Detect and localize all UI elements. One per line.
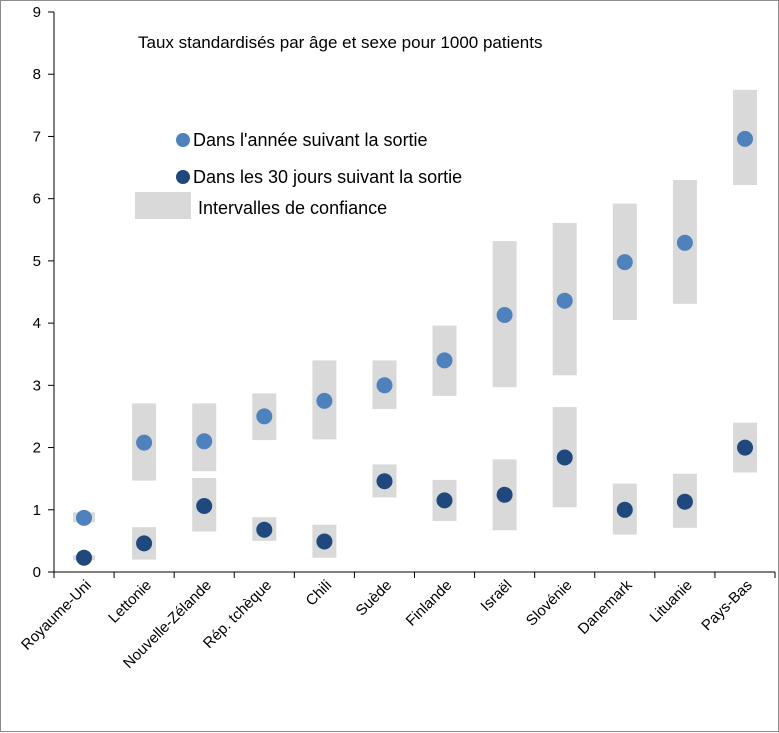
- x-tick-label: Chili: [303, 577, 336, 610]
- y-tick-label: 5: [33, 253, 41, 270]
- legend-marker-30days: [176, 170, 190, 184]
- x-tick-label: Danemark: [575, 576, 636, 637]
- point-s0-10: [676, 234, 693, 251]
- point-s0-7: [496, 307, 513, 323]
- point-s1-2: [196, 498, 213, 514]
- point-s0-2: [196, 433, 213, 450]
- point-s0-6: [436, 352, 453, 369]
- point-s1-3: [256, 521, 273, 538]
- point-s1-4: [316, 533, 333, 550]
- point-s1-7: [496, 486, 513, 503]
- legend-label-30days: Dans les 30 jours suivant la sortie: [193, 167, 462, 187]
- x-tick-label: Suède: [353, 577, 396, 620]
- y-tick-label: 1: [33, 502, 41, 519]
- confidence-band-layer: [73, 89, 757, 561]
- point-s0-8: [556, 292, 573, 309]
- legend-label-confidence: Intervalles de confiance: [198, 198, 387, 218]
- chart-title: Taux standardisés par âge et sexe pour 1…: [138, 33, 543, 52]
- legend: Dans l'année suivant la sortie Dans les …: [135, 130, 462, 219]
- legend-marker-annual: [176, 133, 190, 147]
- x-tick-label: Lituanie: [647, 577, 696, 626]
- point-s1-10: [676, 493, 693, 510]
- y-tick-label: 8: [33, 66, 41, 83]
- x-tick-label: Finlande: [403, 577, 456, 630]
- x-tick-label: Lettonie: [105, 577, 155, 627]
- point-s0-3: [256, 408, 273, 425]
- point-s0-11: [737, 130, 753, 147]
- point-s1-11: [737, 439, 753, 456]
- y-tick-label: 7: [33, 128, 41, 145]
- point-s1-8: [556, 449, 573, 466]
- legend-marker-confidence: [135, 192, 191, 219]
- y-tick-label: 3: [33, 377, 41, 394]
- point-s1-6: [436, 492, 453, 509]
- x-tick-label: Royaume-Uni: [18, 577, 95, 654]
- x-tick-label: Slovénie: [523, 577, 576, 630]
- y-tick-label: 4: [33, 315, 41, 332]
- y-tick-label: 0: [33, 564, 41, 581]
- x-tick-label: Israël: [477, 577, 515, 615]
- point-s0-4: [316, 392, 333, 409]
- point-layer: [76, 130, 753, 566]
- point-s1-5: [376, 473, 393, 490]
- point-s0-9: [616, 254, 633, 271]
- legend-label-annual: Dans l'année suivant la sortie: [193, 130, 428, 150]
- point-s1-9: [616, 501, 633, 518]
- point-s0-0: [76, 509, 92, 526]
- y-tick-label: 6: [33, 191, 41, 208]
- x-tick-label: Pays-Bas: [698, 577, 755, 634]
- point-s1-0: [76, 549, 92, 566]
- point-s0-5: [376, 377, 393, 394]
- y-tick-label: 2: [33, 440, 41, 457]
- point-s1-1: [136, 535, 153, 552]
- y-tick-label: 9: [33, 4, 41, 21]
- point-s0-1: [136, 434, 153, 451]
